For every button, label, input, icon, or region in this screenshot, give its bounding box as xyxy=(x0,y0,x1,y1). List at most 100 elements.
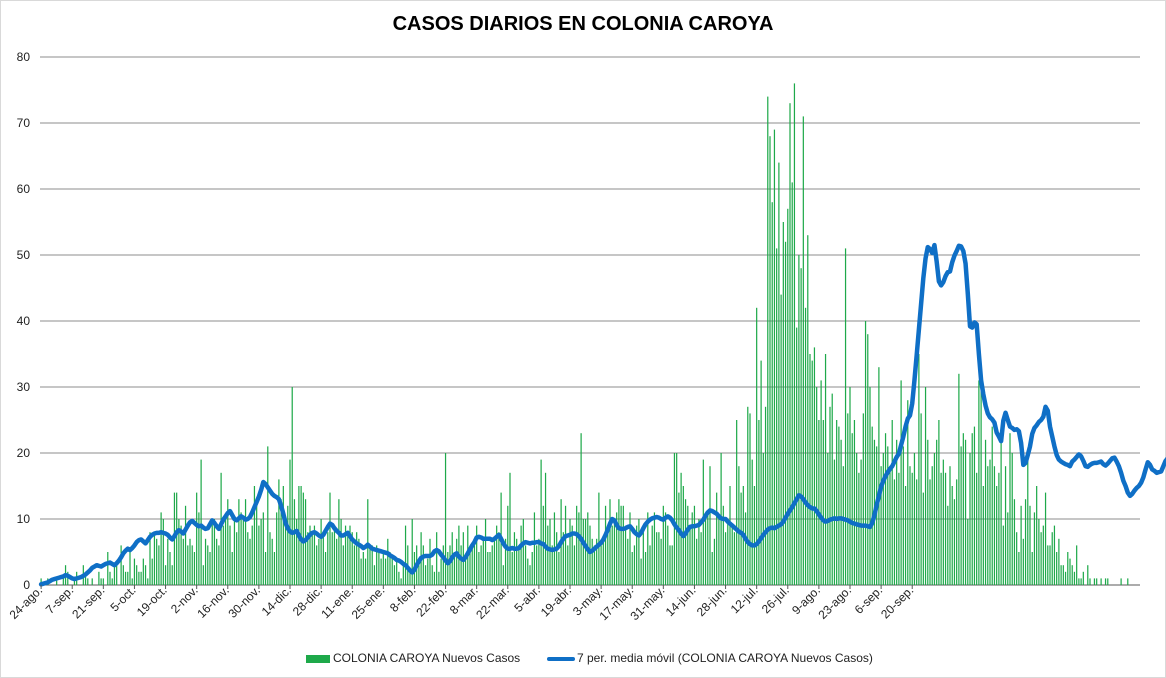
bar xyxy=(1044,492,1047,585)
bar xyxy=(602,538,604,585)
bar xyxy=(509,472,511,585)
bar xyxy=(478,552,480,585)
bar xyxy=(911,472,913,585)
bar xyxy=(367,499,369,585)
bar xyxy=(396,558,398,585)
bar xyxy=(333,525,336,585)
bar xyxy=(622,505,624,585)
bar xyxy=(931,466,933,585)
bar xyxy=(238,499,240,585)
bar xyxy=(976,472,978,585)
bar xyxy=(184,505,187,585)
bar xyxy=(676,453,678,585)
bar xyxy=(871,426,873,585)
bar xyxy=(733,532,736,585)
bar xyxy=(340,519,342,585)
bar xyxy=(956,479,958,585)
bar xyxy=(598,492,600,585)
bar xyxy=(402,565,404,585)
bar xyxy=(438,571,440,585)
bar xyxy=(187,545,189,585)
bar xyxy=(516,538,518,585)
bar xyxy=(453,552,456,585)
bar xyxy=(842,466,844,585)
y-tick-label: 60 xyxy=(17,182,31,196)
bar xyxy=(858,472,860,585)
bar xyxy=(991,426,993,585)
bar xyxy=(1096,578,1098,585)
bar xyxy=(644,552,647,585)
bar xyxy=(1018,552,1020,585)
bar xyxy=(136,565,138,585)
bar xyxy=(169,552,171,585)
bar xyxy=(807,235,809,585)
bar xyxy=(162,519,164,585)
bar xyxy=(211,519,213,585)
bar xyxy=(482,538,484,585)
legend-bars-label: COLONIA CAROYA Nuevos Casos xyxy=(333,651,521,665)
bar xyxy=(138,571,140,585)
bar xyxy=(1087,565,1089,585)
bar xyxy=(640,558,642,585)
bar xyxy=(100,578,102,585)
bar xyxy=(158,545,160,585)
bar xyxy=(527,558,529,585)
bar xyxy=(493,538,496,585)
bar xyxy=(347,532,349,585)
bar xyxy=(369,545,371,585)
bar xyxy=(949,466,951,585)
bar xyxy=(880,466,882,585)
bar xyxy=(247,532,249,585)
bar xyxy=(1038,519,1040,585)
bar xyxy=(189,538,191,585)
bar xyxy=(129,552,131,585)
bar xyxy=(1033,512,1036,585)
bar xyxy=(1031,552,1033,585)
bar xyxy=(242,519,244,585)
bar xyxy=(1107,578,1109,585)
bar xyxy=(889,466,891,585)
bar xyxy=(307,532,309,585)
bar xyxy=(387,538,389,585)
bar xyxy=(196,492,198,585)
bar xyxy=(1007,512,1009,585)
bar xyxy=(411,519,413,585)
bar xyxy=(1011,453,1013,585)
bar xyxy=(691,512,693,585)
bar xyxy=(693,505,696,585)
legend-bar-swatch xyxy=(306,654,330,663)
bar xyxy=(222,525,224,585)
bar xyxy=(996,486,998,585)
bar xyxy=(851,433,853,585)
bar xyxy=(371,545,373,585)
bar xyxy=(707,512,709,585)
bar xyxy=(760,360,762,585)
y-tick-label: 50 xyxy=(17,248,31,262)
bar xyxy=(1042,525,1044,585)
bar xyxy=(422,545,424,585)
bar xyxy=(320,519,322,585)
bar xyxy=(1009,433,1011,585)
bar xyxy=(887,446,889,585)
bar xyxy=(764,406,767,585)
bar xyxy=(1040,532,1042,585)
bar xyxy=(164,565,167,585)
bar xyxy=(264,552,267,585)
bar xyxy=(616,512,618,585)
bar xyxy=(642,532,644,585)
bar xyxy=(969,453,971,585)
bar xyxy=(607,532,609,585)
bar xyxy=(393,565,396,585)
bar xyxy=(833,459,836,585)
bar xyxy=(491,545,493,585)
legend-item-bars: COLONIA CAROYA Nuevos Casos xyxy=(306,651,520,665)
bar xyxy=(727,519,729,585)
bar xyxy=(282,486,284,585)
bar xyxy=(698,519,700,585)
bar xyxy=(624,525,627,585)
bar xyxy=(84,571,87,585)
bar xyxy=(524,545,527,585)
bar xyxy=(1036,486,1038,585)
bar xyxy=(904,486,907,585)
bar xyxy=(882,453,884,585)
